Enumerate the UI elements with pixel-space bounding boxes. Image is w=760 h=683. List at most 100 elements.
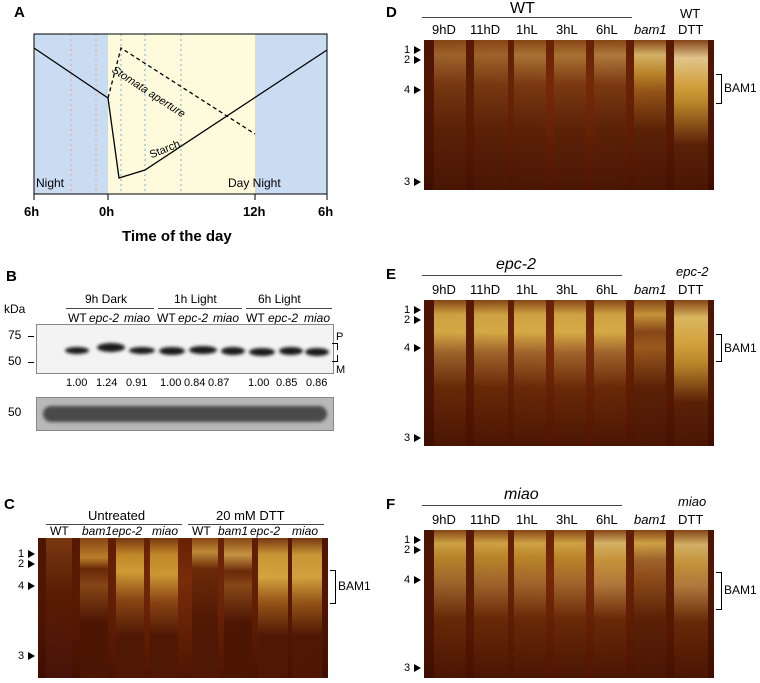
gel-title: epc-2 bbox=[496, 256, 537, 273]
lane-label: WT bbox=[246, 311, 265, 325]
marker-75: 75 bbox=[8, 328, 22, 342]
bam1-label: BAM1 bbox=[724, 81, 757, 95]
lane-label: WT bbox=[50, 524, 69, 538]
lane-label: epc-2 bbox=[268, 311, 299, 325]
marker-label: 2 bbox=[404, 314, 411, 326]
western-blot bbox=[36, 324, 334, 374]
tick-label: 6h bbox=[318, 204, 334, 219]
lane-label: miao bbox=[304, 311, 331, 325]
bam1-label: BAM1 bbox=[724, 583, 757, 597]
starch-curve bbox=[33, 47, 328, 179]
marker-label: 1 bbox=[404, 304, 411, 316]
panel-c-label: C bbox=[4, 496, 15, 513]
marker-label: 2 bbox=[18, 558, 25, 570]
zymogram-gel-d bbox=[424, 40, 714, 190]
lane-label: miao bbox=[292, 524, 319, 538]
lane-label: 1hL bbox=[516, 22, 538, 37]
lane-label: epc-2 bbox=[112, 524, 143, 538]
quant-value: 1.00 bbox=[160, 377, 182, 389]
quant-value: 1.24 bbox=[96, 377, 118, 389]
lane-label: WT bbox=[68, 311, 87, 325]
night-label-left: Night bbox=[36, 176, 65, 190]
lane-label: miao bbox=[124, 311, 151, 325]
lane-label: 9hD bbox=[432, 22, 456, 37]
diurnal-diagram bbox=[33, 33, 328, 200]
lane-label: miao bbox=[152, 524, 179, 538]
lane-label: 3hL bbox=[556, 282, 578, 297]
zymogram-gel-e bbox=[424, 300, 714, 446]
lane-label: bam1 bbox=[634, 22, 667, 37]
marker-50-loading: 50 bbox=[8, 405, 22, 419]
dtt-top-label: WT bbox=[680, 6, 701, 21]
zymogram-gel-f bbox=[424, 530, 714, 678]
gel-title: WT bbox=[510, 0, 535, 17]
quant-value: 0.85 bbox=[276, 377, 298, 389]
group-label: 1h Light bbox=[174, 292, 217, 306]
lane-label: 11hD bbox=[470, 282, 501, 297]
gel-title: miao bbox=[504, 486, 539, 503]
stomata-curve bbox=[107, 46, 256, 135]
day-night-label: Day Night bbox=[228, 176, 281, 190]
lane-label: WT bbox=[192, 524, 211, 538]
quant-value: 0.86 bbox=[306, 377, 328, 389]
quant-value: 1.00 bbox=[66, 377, 88, 389]
lane-label: 11hD bbox=[470, 22, 501, 37]
panel-b-label: B bbox=[6, 268, 17, 285]
dtt-label: DTT bbox=[678, 512, 704, 527]
lane-label: bam1 bbox=[634, 282, 667, 297]
lane-label: bam1 bbox=[218, 524, 249, 538]
marker-label: 3 bbox=[404, 432, 411, 444]
loading-control-blot bbox=[36, 397, 334, 431]
marker-label: 4 bbox=[18, 580, 25, 592]
dtt-top-label: miao bbox=[678, 494, 707, 509]
marker-label: 3 bbox=[18, 650, 25, 662]
panel-a-label: A bbox=[14, 4, 25, 21]
lane-label: 6hL bbox=[596, 22, 618, 37]
panel-d-label: D bbox=[386, 4, 397, 21]
dtt-label: DTT bbox=[678, 282, 704, 297]
lane-label: bam1 bbox=[82, 524, 113, 538]
lane-label: 11hD bbox=[470, 512, 501, 527]
quant-value: 0.84 bbox=[184, 377, 206, 389]
group-label: 20 mM DTT bbox=[216, 508, 285, 523]
tick-label: 12h bbox=[243, 204, 266, 219]
marker-label: 4 bbox=[404, 574, 411, 586]
dtt-label: DTT bbox=[678, 22, 704, 37]
quant-value: 0.91 bbox=[126, 377, 148, 389]
lane-label: 1hL bbox=[516, 512, 538, 527]
bam1-label: BAM1 bbox=[338, 579, 371, 593]
group-label: Untreated bbox=[88, 508, 146, 523]
marker-label: 3 bbox=[404, 662, 411, 674]
lane-label: 9hD bbox=[432, 282, 456, 297]
marker-label: 2 bbox=[404, 544, 411, 556]
marker-50: 50 bbox=[8, 354, 22, 368]
p-label: P bbox=[336, 331, 344, 343]
panel-e-label: E bbox=[386, 266, 397, 283]
group-label: 6h Light bbox=[258, 292, 301, 306]
lane-label: 6hL bbox=[596, 512, 618, 527]
quant-value: 1.00 bbox=[248, 377, 270, 389]
lane-label: 9hD bbox=[432, 512, 456, 527]
kda-label: kDa bbox=[4, 302, 26, 316]
lane-label: 1hL bbox=[516, 282, 538, 297]
night-region-right bbox=[255, 34, 327, 194]
bam1-label: BAM1 bbox=[724, 341, 757, 355]
panel-f-label: F bbox=[386, 496, 396, 513]
tick-label: 6h bbox=[24, 204, 40, 219]
zymogram-gel-c bbox=[38, 538, 328, 678]
lane-label: 6hL bbox=[596, 282, 618, 297]
lane-label: 3hL bbox=[556, 22, 578, 37]
tick-label: 0h bbox=[99, 204, 115, 219]
x-axis-title: Time of the day bbox=[122, 228, 232, 245]
marker-label: 2 bbox=[404, 54, 411, 66]
group-label: 9h Dark bbox=[85, 292, 128, 306]
marker-label: 1 bbox=[404, 44, 411, 56]
lane-label: epc-2 bbox=[250, 524, 281, 538]
quant-value: 0.87 bbox=[208, 377, 230, 389]
m-label: M bbox=[336, 364, 346, 376]
marker-label: 4 bbox=[404, 84, 411, 96]
lane-label: epc-2 bbox=[178, 311, 209, 325]
marker-label: 1 bbox=[18, 548, 25, 560]
lane-label: miao bbox=[213, 311, 240, 325]
marker-label: 4 bbox=[404, 342, 411, 354]
